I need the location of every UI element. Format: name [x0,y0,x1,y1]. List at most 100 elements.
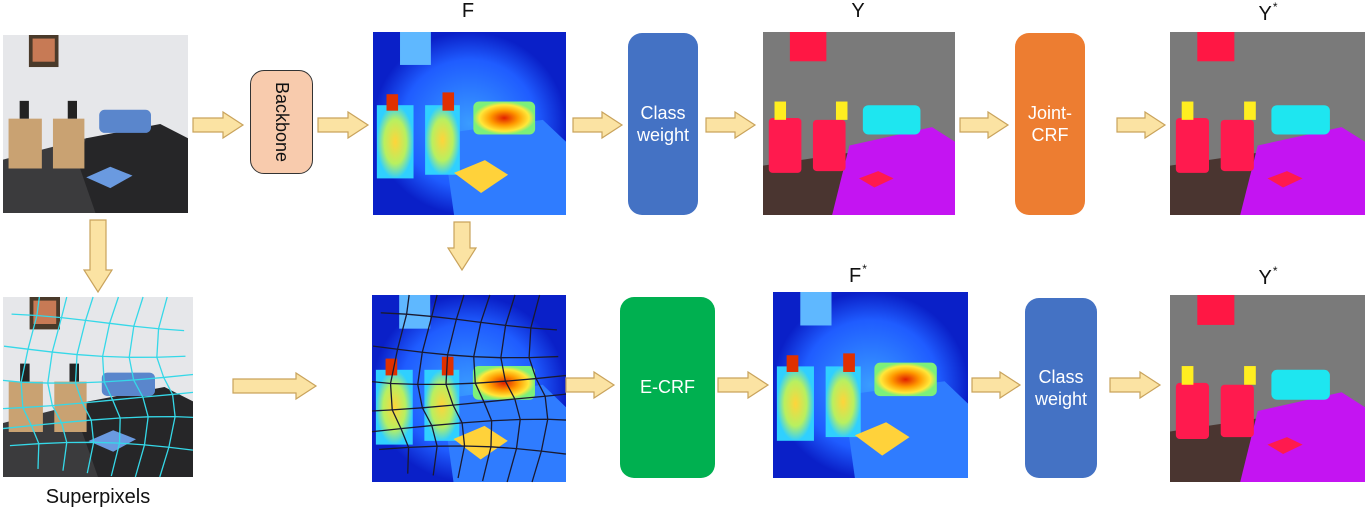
superpixel-overlay [371,294,567,483]
stand [776,366,814,441]
stand [8,118,42,169]
bed [1240,127,1365,215]
pillow [472,366,535,400]
bed [79,387,194,477]
lamp [774,101,787,120]
backbone-block: Backbone [250,70,313,174]
lamp [1244,366,1256,385]
superpixel-edge [156,296,176,478]
stand [1220,384,1254,438]
superpixel-edge [9,441,193,451]
arrow [565,370,616,400]
stand [54,381,87,432]
lamp [1181,101,1194,120]
label-base: F [849,265,862,287]
superpixel-edge [528,294,549,483]
frame [800,292,832,326]
arrow [1116,110,1167,140]
lamp [19,100,29,119]
lamp [20,363,30,382]
lamp [67,100,77,119]
seg-image [1170,295,1365,482]
pillow [473,101,536,135]
lamp [386,94,399,111]
arrow [959,110,1010,140]
arrow [317,110,370,140]
arrow [232,371,318,401]
label-f: F [461,0,475,22]
heat-image [372,295,566,482]
lamp [385,358,398,376]
towel [859,171,894,188]
picture [32,38,55,62]
pillow [101,372,155,396]
superpixel-edge [371,393,567,412]
label-sup: * [1272,264,1278,278]
red-object [789,32,827,62]
superpixel-edge [3,345,186,358]
superpixel-overlay [2,296,194,478]
stand [376,105,414,179]
arrow [446,221,478,272]
superpixel-edge [101,296,121,477]
stand [1220,119,1254,172]
bed [832,127,955,215]
arrow [82,219,114,294]
superpixel-edge [20,296,41,469]
lamp [835,101,848,120]
joint-crf-block: Joint-CRF [1015,33,1085,215]
superpixel-edge [500,294,521,483]
lamp [786,355,799,372]
heat-image [773,292,968,478]
arrow [1109,370,1162,400]
towel [86,166,133,189]
superpixel-edge [2,415,194,430]
superpixel-edge [2,391,194,410]
superpixel-edge [128,296,149,478]
lamp [441,356,454,376]
towel [1267,437,1303,454]
heat-image [373,32,566,215]
superpixel-edge [379,445,566,455]
pillow [1271,369,1330,400]
stand [425,105,460,175]
superpixel-edge [372,345,559,359]
towel [454,160,509,194]
seg-image [1170,32,1365,215]
superpixel-edge [473,294,493,482]
pillow [862,105,921,135]
pillow [874,362,937,397]
stand [768,118,802,173]
stand [1175,382,1209,439]
bed [1240,392,1365,482]
label-y: Y [851,0,865,22]
superpixel-edge [417,294,438,476]
towel [88,430,136,452]
towel [854,422,910,456]
arrow [717,370,770,400]
superpixel-edge [47,296,68,471]
superpixel-edge [445,294,466,479]
arrow [572,110,624,140]
superpixel-edge [371,418,567,433]
red-object [1197,295,1235,325]
bed [847,381,968,478]
label-sup: * [862,262,867,276]
lamp [442,92,455,111]
towel [1267,171,1303,188]
lamp [1244,101,1256,120]
superpixel-edge [74,296,95,474]
stand [375,369,413,445]
e-crf-block: E-CRF [620,297,715,478]
lamp [1181,366,1194,385]
superpixel-edge [11,313,185,332]
label-y-star: Y* [1258,264,1277,290]
photo-image [3,35,188,213]
frame [400,32,431,65]
arrow [705,110,757,140]
photo-image [3,297,194,477]
picture [33,300,57,324]
class-weight-block: Class weight [1025,298,1097,478]
pillow [99,109,151,133]
